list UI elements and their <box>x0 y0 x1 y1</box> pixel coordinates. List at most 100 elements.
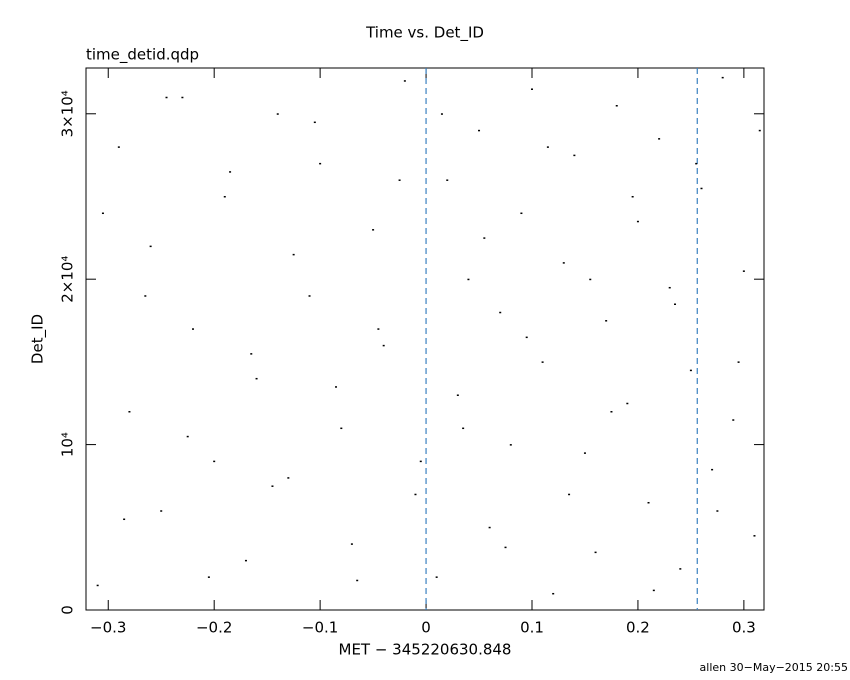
x-tick-label: −0.2 <box>196 619 232 637</box>
point <box>631 195 634 198</box>
point <box>123 518 126 521</box>
point <box>546 146 549 148</box>
point <box>382 344 385 347</box>
point <box>191 328 194 330</box>
point <box>213 460 216 463</box>
point <box>520 212 523 215</box>
footer: allen 30−May−2015 20:55 <box>700 661 848 674</box>
y-tick-label: 0 <box>59 605 77 615</box>
point <box>626 402 629 405</box>
point <box>462 427 465 430</box>
point <box>160 510 163 512</box>
x-tick-label: 0 <box>421 619 431 637</box>
point <box>372 229 375 231</box>
point <box>721 76 724 79</box>
point <box>350 543 353 545</box>
point <box>255 377 258 380</box>
point <box>319 162 322 165</box>
point <box>652 589 655 592</box>
x-tick-label: −0.1 <box>302 619 338 637</box>
x-axis-label: MET − 345220630.848 <box>339 641 512 659</box>
point <box>313 121 316 124</box>
point <box>456 394 459 396</box>
point <box>573 154 576 157</box>
point <box>340 427 343 430</box>
point <box>250 353 253 355</box>
point <box>403 80 406 82</box>
point <box>737 361 740 363</box>
point <box>716 510 719 512</box>
point <box>149 245 152 248</box>
point <box>356 579 359 582</box>
point <box>758 129 761 132</box>
point <box>525 336 528 339</box>
point <box>419 460 422 463</box>
point <box>636 220 639 223</box>
point <box>647 501 650 504</box>
point <box>689 369 692 372</box>
point <box>732 419 735 421</box>
point <box>435 576 438 578</box>
point <box>398 179 401 181</box>
point <box>440 113 443 115</box>
point <box>594 551 597 554</box>
point <box>695 162 698 165</box>
point <box>583 452 586 454</box>
point <box>700 187 703 190</box>
y-tick-label: 10⁴ <box>59 432 77 457</box>
point <box>414 493 417 496</box>
plot-frame <box>85 67 765 611</box>
point <box>509 444 512 446</box>
point <box>610 411 613 413</box>
point <box>446 179 449 181</box>
point <box>679 568 682 570</box>
y-axis-label: Det_ID <box>29 314 48 364</box>
point <box>223 195 226 198</box>
point <box>229 171 232 173</box>
point <box>668 286 671 289</box>
point <box>144 295 147 297</box>
point <box>117 146 120 148</box>
point <box>478 129 481 132</box>
point <box>488 526 491 529</box>
point <box>292 253 295 256</box>
point <box>287 477 290 479</box>
point <box>658 138 661 140</box>
point <box>165 96 168 99</box>
point <box>605 320 608 322</box>
x-tick-label: −0.3 <box>90 619 126 637</box>
point <box>308 295 311 297</box>
point <box>377 328 380 330</box>
x-tick-label: 0.3 <box>732 619 756 637</box>
point <box>101 212 104 215</box>
point <box>552 592 555 595</box>
point <box>753 535 756 537</box>
x-tick-label: 0.2 <box>626 619 650 637</box>
point <box>467 278 470 281</box>
point <box>483 237 486 239</box>
point <box>568 493 571 496</box>
y-tick-label: 3×10⁴ <box>59 90 77 137</box>
point <box>276 113 279 115</box>
point <box>615 105 618 107</box>
point <box>541 361 544 363</box>
point <box>742 270 745 272</box>
point <box>207 576 210 578</box>
point <box>499 311 502 314</box>
point <box>96 584 99 587</box>
point <box>562 262 565 264</box>
y-tick-label: 2×10⁴ <box>59 256 77 303</box>
point <box>589 278 592 281</box>
point <box>181 96 184 99</box>
point <box>271 485 274 487</box>
chart-subtitle: time_detid.qdp <box>86 46 199 65</box>
x-tick-label: 0.1 <box>520 619 544 637</box>
point <box>674 303 677 306</box>
point <box>711 468 714 471</box>
point <box>128 411 131 413</box>
chart-title: Time vs. Det_ID <box>365 24 484 43</box>
point <box>335 386 338 388</box>
point <box>244 559 247 562</box>
point <box>504 546 507 549</box>
